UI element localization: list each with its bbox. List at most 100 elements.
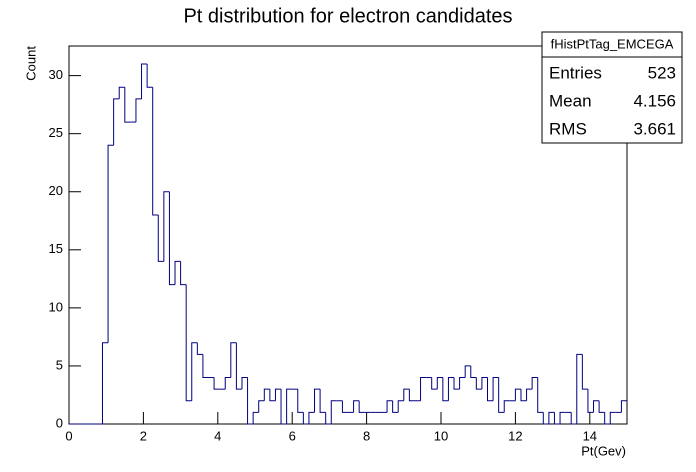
histogram-bin	[447, 377, 455, 401]
histogram-bin	[101, 342, 109, 424]
histogram-bin	[314, 388, 321, 413]
stats-label: Mean	[549, 91, 592, 110]
histogram-bin	[498, 377, 505, 413]
stats-value: 523	[648, 63, 676, 82]
histogram-bin	[598, 400, 605, 413]
y-tick-label: 20	[49, 183, 63, 198]
y-tick-label: 25	[49, 125, 63, 140]
histogram-bin	[252, 411, 259, 424]
histogram-bin	[514, 388, 521, 401]
stats-label: RMS	[549, 119, 587, 138]
x-tick-label: 14	[583, 428, 597, 443]
y-tick-label: 5	[56, 357, 63, 372]
histogram-bin	[235, 342, 242, 390]
histogram-bin	[152, 87, 159, 216]
histogram-bin	[174, 260, 181, 285]
histogram-bin	[408, 389, 415, 402]
stats-label: Entries	[549, 63, 602, 82]
histogram-bin	[341, 400, 348, 413]
histogram-bin	[118, 86, 125, 99]
histogram-bin	[124, 87, 131, 123]
histogram-bin	[436, 377, 443, 390]
histogram-bin	[157, 214, 164, 262]
x-tick-label: 4	[214, 428, 221, 443]
histogram-bin	[481, 377, 488, 390]
histogram-bin	[487, 377, 494, 402]
stats-value: 3.661	[633, 119, 676, 138]
y-tick-label: 0	[56, 415, 63, 430]
histogram-bin	[308, 411, 315, 424]
histogram-bin	[135, 98, 142, 123]
histogram-bin	[609, 411, 616, 424]
y-tick-label: 30	[49, 67, 63, 82]
histogram-bin	[141, 63, 148, 99]
x-tick-label: 8	[363, 428, 370, 443]
histogram-bin	[146, 64, 153, 88]
histogram-bin	[330, 400, 337, 424]
histogram-bin	[213, 377, 220, 390]
histogram-bin	[386, 400, 393, 413]
histogram-bin	[224, 377, 231, 390]
histogram-bin	[531, 377, 538, 390]
histogram-bin	[548, 411, 555, 424]
histogram-bin	[202, 354, 209, 379]
histogram-bin	[107, 144, 114, 343]
histogram-bin	[196, 342, 203, 355]
histogram-bin	[247, 377, 254, 425]
histogram-bin	[230, 342, 237, 378]
histogram-bin	[620, 400, 627, 413]
histogram-bin	[397, 400, 404, 413]
histogram-bin	[241, 377, 248, 390]
histogram-bin	[553, 412, 561, 425]
histogram-bin	[604, 412, 611, 425]
stats-box	[541, 31, 683, 144]
histogram-bin	[325, 412, 332, 425]
histogram-bin	[403, 388, 410, 401]
histogram-bin	[302, 412, 309, 425]
chart-title: Pt distribution for electron candidates	[183, 5, 512, 27]
plot-frame	[68, 45, 628, 425]
histogram-bin	[559, 411, 566, 424]
histogram-bin	[453, 377, 460, 390]
histogram-bin	[274, 388, 282, 401]
histogram-bin	[503, 400, 510, 413]
y-axis-label: Count	[23, 46, 38, 81]
histogram-bin	[581, 354, 588, 390]
histogram-bin	[392, 400, 399, 413]
histogram-bin	[431, 377, 438, 390]
histogram-bin	[297, 389, 304, 413]
histogram-bin	[185, 284, 192, 402]
x-tick-label: 2	[140, 428, 147, 443]
stats-value: 4.156	[633, 91, 676, 110]
histogram-bin	[420, 377, 427, 401]
histogram-bin	[163, 191, 170, 262]
histogram-bin	[191, 342, 198, 401]
histogram-bin	[113, 98, 120, 146]
histogram-bin	[475, 377, 482, 390]
histogram-bin	[442, 377, 449, 402]
stats-title: fHistPtTag_EMCEGA	[551, 36, 674, 51]
histogram-bin	[168, 191, 176, 286]
histogram-bin	[492, 377, 499, 401]
histogram-bin	[280, 389, 287, 425]
histogram-bin	[576, 353, 583, 424]
histogram-bin	[358, 400, 365, 413]
histogram-bin	[319, 389, 326, 413]
x-tick-label: 10	[434, 428, 448, 443]
histogram-bin	[263, 388, 270, 401]
x-tick-label: 12	[508, 428, 522, 443]
histogram-bin	[470, 365, 477, 379]
histogram-bin	[542, 412, 549, 425]
histogram-bin	[537, 377, 544, 413]
x-tick-label: 6	[289, 428, 296, 443]
x-axis-label: Pt(Gev)	[581, 443, 626, 458]
y-tick-label: 10	[49, 299, 63, 314]
histogram-bin	[180, 261, 187, 286]
histogram-bin	[353, 400, 360, 413]
histogram-bin	[269, 389, 276, 402]
histogram-bin	[459, 377, 466, 390]
histogram-bin	[258, 400, 265, 413]
y-tick-label: 15	[49, 241, 63, 256]
histogram-bin	[570, 412, 577, 425]
